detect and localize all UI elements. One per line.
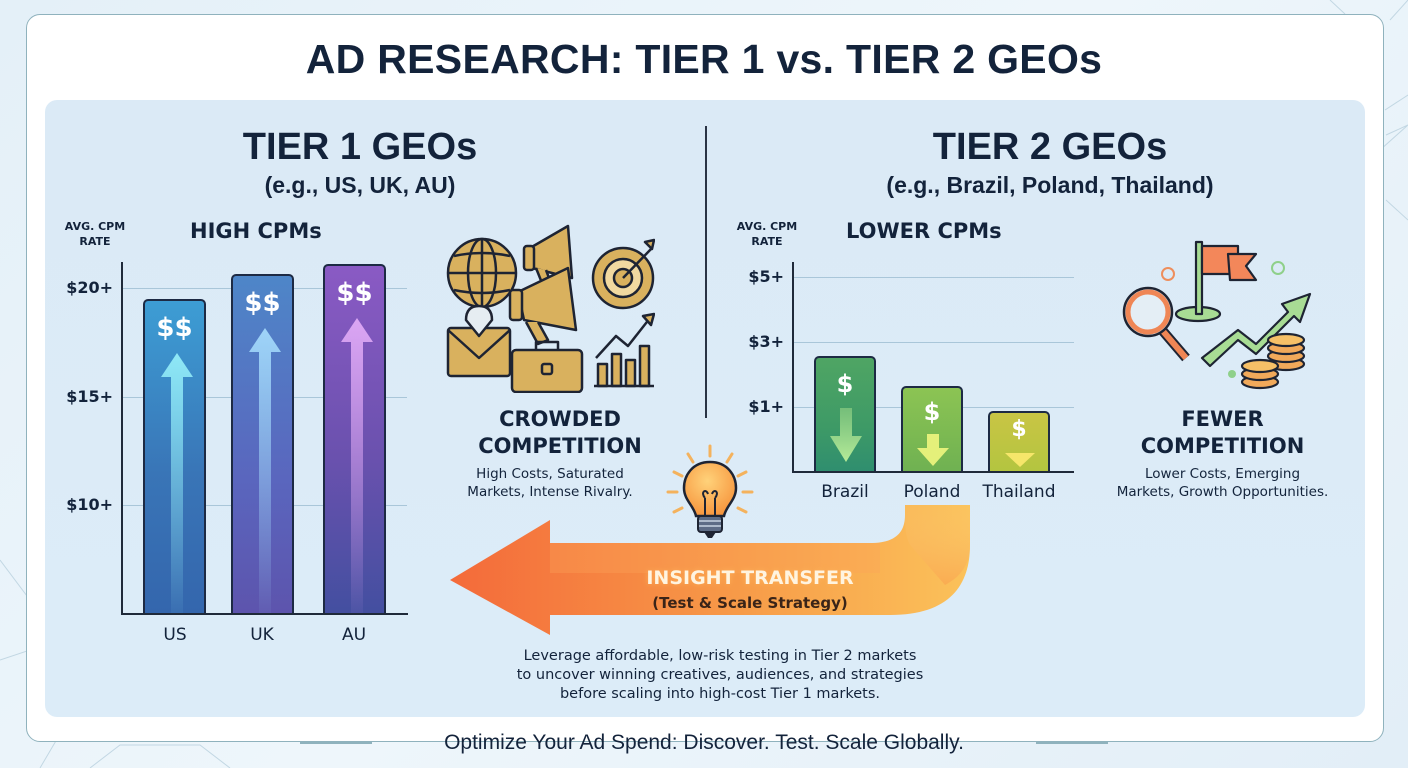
- insight-desc-line: before scaling into high-cost Tier 1 mar…: [559, 686, 881, 702]
- x-axis: [121, 613, 408, 615]
- competition-desc-line: High Costs, Saturated: [476, 466, 624, 482]
- dollar-symbol: $: [836, 370, 854, 398]
- footer-rule-left: [300, 742, 372, 744]
- tier1-competition-title: CROWDED COMPETITION: [440, 406, 680, 460]
- growth-arrow-icon: [1200, 292, 1312, 368]
- competition-title-line: COMPETITION: [478, 434, 642, 458]
- insight-desc-line: to uncover winning creatives, audiences,…: [516, 667, 924, 683]
- insight-description: Leverage affordable, low-risk testing in…: [455, 647, 985, 704]
- footer-rule-right: [1036, 742, 1108, 744]
- lightbulb-icon: [666, 444, 754, 538]
- tier2-axis-caption: AVG. CPM RATE: [727, 219, 807, 249]
- x-label-poland: Poland: [903, 482, 961, 502]
- dollar-symbol: $: [1011, 417, 1027, 442]
- globe-icon: [446, 237, 518, 309]
- tier2-title: TIER 2 GEOs: [932, 126, 1168, 168]
- down-arrow-icon: [917, 434, 949, 466]
- megaphone-icon: [508, 266, 578, 346]
- magnifier-icon: [1122, 286, 1190, 362]
- axis-caption-line: RATE: [751, 235, 783, 248]
- tier2-competition-desc: Lower Costs, Emerging Markets, Growth Op…: [1085, 465, 1360, 501]
- gridline: [794, 342, 1074, 343]
- dollar-symbol: $$: [244, 288, 281, 318]
- bar-au: $$: [323, 264, 386, 614]
- y-tick: $1+: [748, 397, 784, 416]
- crowded-competition-icons: [446, 224, 655, 393]
- y-tick: $3+: [748, 332, 784, 351]
- dollar-symbol: $$: [336, 278, 373, 308]
- competition-title-line: COMPETITION: [1140, 434, 1305, 458]
- tier-divider: [705, 126, 707, 418]
- insight-subtitle: (Test & Scale Strategy): [652, 594, 848, 612]
- dollar-symbol: $: [923, 398, 941, 426]
- competition-title-line: CROWDED: [499, 407, 621, 431]
- x-label-au: AU: [341, 625, 367, 645]
- bar-uk: $$: [231, 274, 294, 614]
- insight-desc-line: Leverage affordable, low-risk testing in…: [523, 648, 917, 664]
- competition-title-line: FEWER: [1181, 407, 1264, 431]
- tier2-chart-title: LOWER CPMs: [846, 219, 1002, 243]
- down-arrow-icon: [830, 408, 862, 462]
- down-arrow-icon: [1005, 453, 1035, 467]
- insight-transfer-arrow-icon: [450, 505, 970, 635]
- coins-icon: [1240, 332, 1306, 390]
- x-label-us: US: [163, 625, 187, 645]
- competition-desc-line: Markets, Growth Opportunities.: [1116, 484, 1329, 500]
- gridline: [794, 277, 1074, 278]
- bar-poland: $: [901, 386, 963, 472]
- axis-caption-line: AVG. CPM: [64, 220, 126, 233]
- bar-us: $$: [143, 299, 206, 614]
- y-tick: $5+: [748, 267, 784, 286]
- briefcase-icon: [510, 340, 584, 393]
- tier1-title: TIER 1 GEOs: [242, 126, 478, 168]
- up-arrow-icon: [249, 328, 281, 614]
- y-axis: [121, 262, 123, 615]
- y-tick: $10+: [66, 495, 113, 514]
- up-arrow-icon: [161, 353, 193, 614]
- bar-brazil: $: [814, 356, 876, 472]
- tier2-competition-title: FEWER COMPETITION: [1110, 406, 1335, 460]
- target-icon: [591, 238, 655, 310]
- bar-thailand: $: [988, 411, 1050, 472]
- axis-caption-line: RATE: [79, 235, 111, 248]
- competition-desc-line: Lower Costs, Emerging: [1144, 466, 1301, 482]
- page-title: AD RESEARCH: TIER 1 vs. TIER 2 GEOs: [305, 36, 1103, 82]
- tier1-axis-caption: AVG. CPM RATE: [55, 219, 135, 249]
- y-tick: $15+: [66, 387, 113, 406]
- x-label-brazil: Brazil: [821, 482, 869, 502]
- y-axis: [792, 262, 794, 473]
- x-axis: [792, 471, 1074, 473]
- tier2-subtitle: (e.g., Brazil, Poland, Thailand): [886, 172, 1214, 198]
- flag-icon: [1174, 240, 1258, 323]
- dollar-symbol: $$: [156, 313, 193, 343]
- footer-tagline: Optimize Your Ad Spend: Discover. Test. …: [444, 731, 964, 754]
- tier1-subtitle: (e.g., US, UK, AU): [264, 172, 456, 198]
- tier1-chart-title: HIGH CPMs: [190, 219, 322, 243]
- tier1-competition-desc: High Costs, Saturated Markets, Intense R…: [430, 465, 670, 501]
- growth-chart-icon: [594, 312, 655, 388]
- up-arrow-icon: [341, 318, 373, 614]
- competition-desc-line: Markets, Intense Rivalry.: [467, 484, 633, 500]
- x-label-uk: UK: [250, 625, 274, 645]
- fewer-competition-icons: [1122, 240, 1312, 390]
- x-label-thailand: Thailand: [982, 482, 1056, 502]
- envelope-icon: [446, 304, 512, 378]
- insight-title: INSIGHT TRANSFER: [646, 567, 854, 589]
- axis-caption-line: AVG. CPM: [736, 220, 798, 233]
- y-tick: $20+: [66, 278, 113, 297]
